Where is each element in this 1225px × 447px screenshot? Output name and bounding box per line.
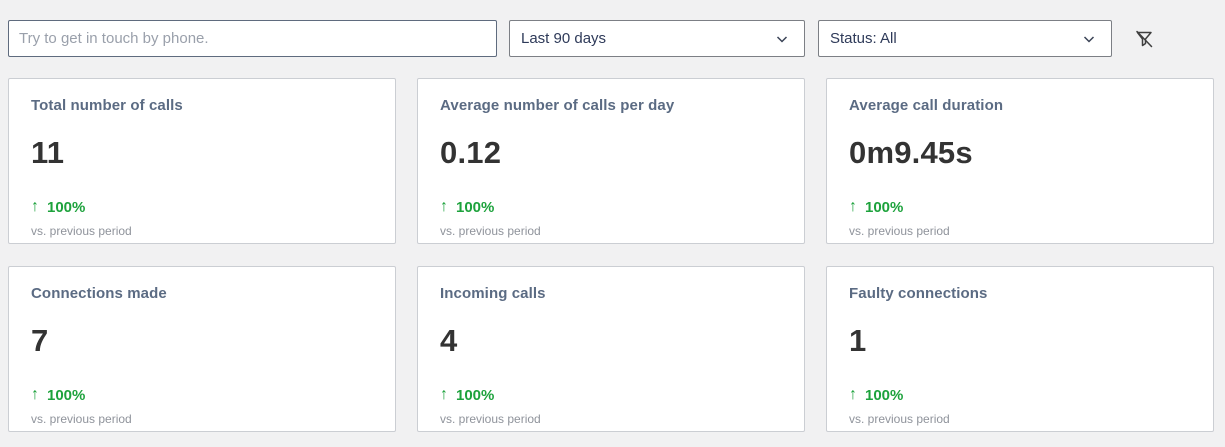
card-title: Average number of calls per day: [440, 97, 675, 114]
card-trend: ↑ 100%: [849, 198, 1193, 216]
trend-percent: 100%: [456, 386, 495, 404]
date-range-value: Last 90 days: [521, 30, 607, 47]
trend-percent: 100%: [865, 198, 904, 216]
stats-card-grid: Total number of calls 11 ↑ 100% vs. prev…: [8, 78, 1214, 432]
card-value: 0m9.45s: [849, 135, 973, 170]
trend-up-icon: ↑: [31, 198, 39, 215]
card-connections-made: Connections made 7 ↑ 100% vs. previous p…: [8, 266, 396, 432]
card-caption: vs. previous period: [440, 224, 541, 238]
card-title: Total number of calls: [31, 97, 183, 114]
card-trend: ↑ 100%: [440, 386, 784, 404]
trend-up-icon: ↑: [849, 386, 857, 403]
card-title: Faulty connections: [849, 285, 988, 302]
card-value: 0.12: [440, 135, 502, 170]
card-total-calls: Total number of calls 11 ↑ 100% vs. prev…: [8, 78, 396, 244]
card-trend: ↑ 100%: [31, 198, 375, 216]
card-caption: vs. previous period: [31, 412, 132, 426]
card-title: Average call duration: [849, 97, 1004, 114]
card-incoming-calls: Incoming calls 4 ↑ 100% vs. previous per…: [417, 266, 805, 432]
status-select[interactable]: Status: All: [818, 20, 1112, 57]
card-value: 7: [31, 323, 49, 358]
card-avg-calls-per-day: Average number of calls per day 0.12 ↑ 1…: [417, 78, 805, 244]
trend-percent: 100%: [47, 198, 86, 216]
card-title: Connections made: [31, 285, 167, 302]
filter-off-icon: [1132, 27, 1156, 51]
card-trend: ↑ 100%: [31, 386, 375, 404]
card-value: 11: [31, 135, 65, 170]
search-input[interactable]: [8, 20, 497, 57]
trend-up-icon: ↑: [849, 198, 857, 215]
date-range-select[interactable]: Last 90 days: [509, 20, 805, 57]
card-trend: ↑ 100%: [849, 386, 1193, 404]
chevron-down-icon: [774, 31, 790, 47]
clear-filters-button[interactable]: [1129, 24, 1159, 54]
trend-up-icon: ↑: [440, 386, 448, 403]
trend-up-icon: ↑: [31, 386, 39, 403]
chevron-down-icon: [1081, 31, 1097, 47]
trend-percent: 100%: [456, 198, 495, 216]
card-avg-call-duration: Average call duration 0m9.45s ↑ 100% vs.…: [826, 78, 1214, 244]
card-caption: vs. previous period: [440, 412, 541, 426]
card-faulty-connections: Faulty connections 1 ↑ 100% vs. previous…: [826, 266, 1214, 432]
card-caption: vs. previous period: [849, 224, 950, 238]
card-trend: ↑ 100%: [440, 198, 784, 216]
status-value: Status: All: [830, 30, 897, 47]
card-caption: vs. previous period: [31, 224, 132, 238]
filter-toolbar: Last 90 days Status: All: [8, 0, 1214, 57]
trend-up-icon: ↑: [440, 198, 448, 215]
trend-percent: 100%: [47, 386, 86, 404]
card-title: Incoming calls: [440, 285, 546, 302]
card-value: 1: [849, 323, 867, 358]
card-value: 4: [440, 323, 458, 358]
trend-percent: 100%: [865, 386, 904, 404]
card-caption: vs. previous period: [849, 412, 950, 426]
